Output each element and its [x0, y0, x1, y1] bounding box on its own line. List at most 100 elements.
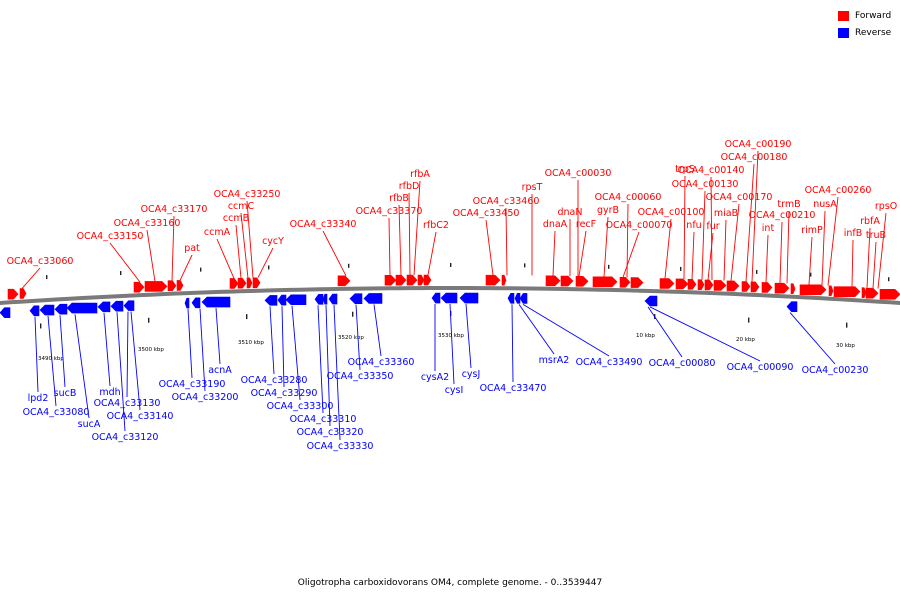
- reverse-gene-label: OCA4_c33330: [307, 441, 374, 452]
- reverse-gene-label: OCA4_c00090: [727, 362, 794, 373]
- forward-gene-arrow: [423, 274, 432, 286]
- forward-gene-label: OCA4_c33160: [114, 218, 181, 229]
- forward-gene-arrow: [252, 277, 261, 289]
- forward-gene-label: pat: [184, 243, 200, 254]
- reverse-label-leader: [333, 304, 341, 441]
- forward-gene-arrow: [560, 275, 574, 287]
- forward-label-leader: [745, 163, 755, 282]
- reverse-gene-label: lpd2: [28, 393, 49, 404]
- forward-gene-arrow: [144, 281, 168, 292]
- forward-label-leader: [851, 239, 854, 287]
- forward-label-leader: [240, 212, 249, 279]
- forward-gene-label: OCA4_c00140: [678, 165, 745, 176]
- forward-label-leader: [146, 229, 156, 282]
- forward-gene-label: OCA4_c00070: [606, 220, 673, 231]
- forward-label-leader: [246, 200, 254, 278]
- reverse-gene-arrow: [349, 293, 363, 304]
- reverse-label-leader: [317, 305, 324, 414]
- scale-label: 3490 kbp: [38, 356, 64, 362]
- tick-mark: [810, 272, 812, 277]
- forward-gene-label: truB: [866, 230, 886, 241]
- reverse-label-leader: [116, 312, 126, 432]
- forward-gene-arrow: [726, 280, 740, 292]
- reverse-gene-label: OCA4_c00230: [802, 365, 869, 376]
- reverse-gene-arrow: [97, 301, 111, 313]
- forward-label-leader: [765, 234, 769, 283]
- reverse-label-leader: [518, 304, 555, 355]
- forward-gene-label: miaB: [714, 208, 738, 219]
- forward-gene-arrow: [774, 282, 790, 294]
- forward-label-leader: [821, 210, 826, 286]
- reverse-gene-label: OCA4_c33080: [23, 407, 90, 418]
- reverse-label-leader: [325, 305, 331, 427]
- forward-gene-label: OCA4_c00180: [721, 152, 788, 163]
- forward-gene-label: rfbD: [399, 181, 420, 192]
- forward-gene-label: rfbA: [410, 169, 430, 180]
- reverse-gene-arrow: [322, 293, 328, 305]
- forward-gene-arrow: [761, 282, 773, 293]
- scale-label: 30 kbp: [836, 343, 855, 349]
- forward-label-leader: [552, 230, 556, 276]
- forward-label-leader: [235, 224, 242, 279]
- reverse-gene-arrow: [29, 305, 40, 317]
- reverse-label-leader: [649, 306, 761, 362]
- reverse-label-leader: [215, 308, 221, 365]
- forward-gene-label: rpsO: [875, 201, 897, 212]
- reverse-gene-arrow: [0, 307, 11, 318]
- forward-gene-arrow: [176, 280, 184, 291]
- reverse-gene-arrow: [264, 295, 278, 306]
- forward-gene-label: OCA4_c33460: [473, 196, 540, 207]
- forward-gene-arrow: [879, 289, 900, 300]
- reverse-gene-arrow: [184, 297, 190, 309]
- reverse-label-leader: [522, 304, 610, 357]
- forward-gene-label: nfu: [686, 220, 701, 231]
- forward-gene-arrow: [630, 277, 644, 288]
- reverse-gene-label: cysA2: [421, 372, 449, 383]
- forward-gene-arrow: [395, 274, 407, 286]
- reverse-label-leader: [647, 306, 683, 358]
- tick-mark: [680, 266, 682, 271]
- reverse-gene-label: OCA4_c00080: [649, 358, 716, 369]
- forward-label-leader: [427, 231, 437, 276]
- forward-label-leader: [751, 150, 759, 282]
- tick-mark: [888, 277, 890, 282]
- forward-label-leader: [413, 180, 421, 276]
- forward-label-leader: [877, 212, 887, 289]
- reverse-gene-arrow: [363, 293, 383, 304]
- reverse-label-leader: [59, 315, 66, 388]
- forward-gene-label: OCA4_c33340: [290, 219, 357, 230]
- forward-gene-label: OCA4_c00260: [805, 185, 872, 196]
- forward-gene-label: nusA: [813, 199, 837, 210]
- reverse-label-leader: [269, 306, 275, 375]
- reverse-label-leader: [511, 304, 514, 383]
- forward-gene-arrow: [697, 279, 705, 290]
- scale-label: 10 kbp: [636, 333, 655, 339]
- reverse-gene-label: cysJ: [462, 369, 481, 380]
- forward-label-leader: [707, 232, 714, 280]
- reverse-label-leader: [34, 316, 39, 393]
- reverse-gene-label: OCA4_c33300: [267, 401, 334, 412]
- tick-mark: [756, 269, 758, 274]
- reverse-gene-arrow: [431, 292, 441, 304]
- forward-gene-label: trmB: [777, 199, 800, 210]
- forward-swatch: [838, 11, 849, 21]
- forward-gene-label: OCA4_c00170: [706, 192, 773, 203]
- forward-gene-label: dnaA: [543, 219, 568, 230]
- tick-mark: [608, 264, 610, 269]
- tick-mark: [450, 263, 452, 267]
- reverse-label-leader: [449, 303, 455, 385]
- reverse-gene-label: OCA4_c33130: [94, 398, 161, 409]
- reverse-gene-arrow: [459, 292, 479, 304]
- reverse-gene-label: mdh: [99, 387, 120, 398]
- forward-gene-label: gyrB: [597, 205, 619, 216]
- forward-label-leader: [626, 203, 629, 278]
- reverse-label-leader: [199, 308, 206, 392]
- reverse-gene-label: cysI: [445, 385, 464, 396]
- legend: Forward Reverse: [838, 9, 891, 43]
- forward-gene-arrow: [713, 280, 727, 291]
- reverse-label-leader: [291, 305, 301, 401]
- forward-label-leader: [322, 230, 347, 277]
- reverse-label-leader: [126, 311, 129, 398]
- forward-gene-arrow: [485, 274, 501, 286]
